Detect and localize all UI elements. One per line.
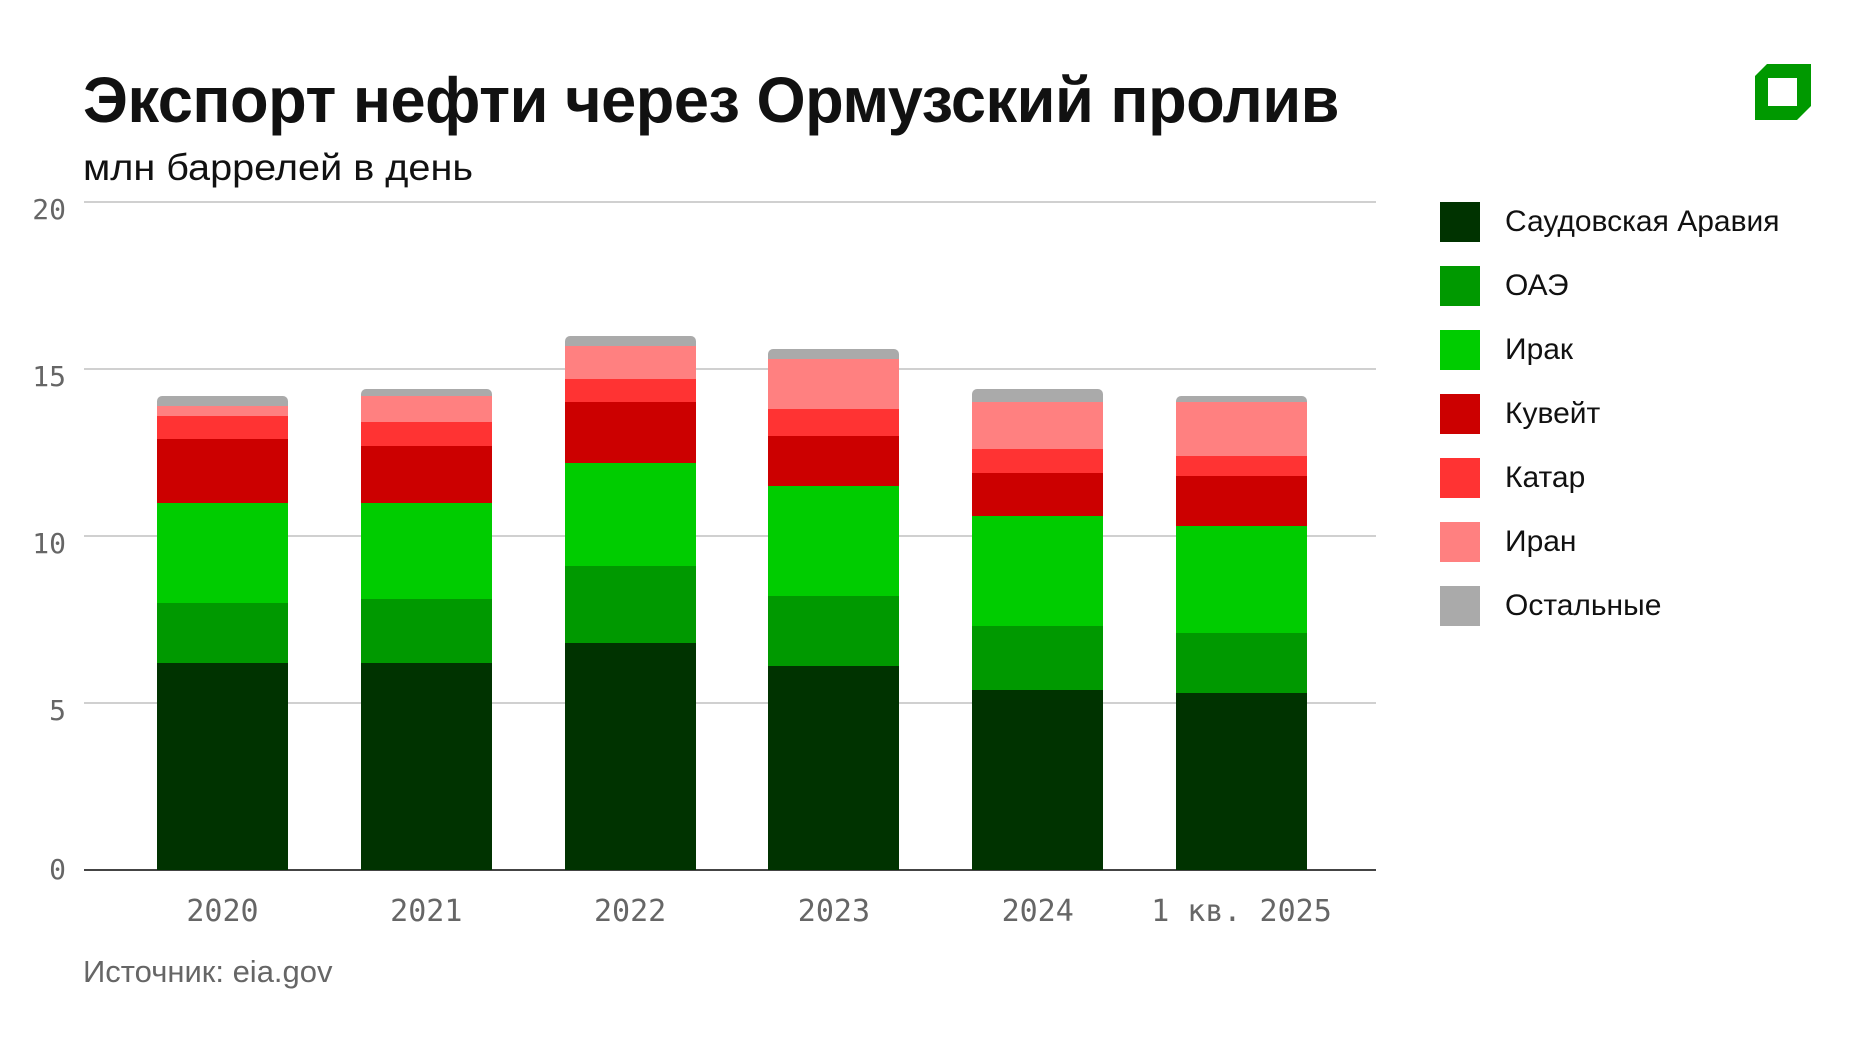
bar-segment[interactable] [157,662,288,870]
bar-segment[interactable] [564,335,696,346]
bar-segment[interactable] [1176,455,1307,476]
y-tick-label: 15 [32,360,66,393]
legend-label: Остальные [1505,589,1662,622]
legend-label: Саудовская Аравия [1505,205,1780,238]
bar-segment[interactable] [972,689,1104,870]
bar-segment[interactable] [1176,475,1307,526]
green-square-logo-icon [1755,64,1811,120]
bar-segment[interactable] [1176,395,1307,403]
x-tick-label: 2022 [593,894,667,929]
bar-segment[interactable] [564,462,696,567]
bar-segment[interactable] [360,389,492,396]
bar-segment[interactable] [360,422,492,446]
bar-segment[interactable] [1176,402,1307,456]
y-tick-label: 0 [49,853,66,886]
x-tick-label: 2024 [1001,894,1074,929]
bar-segment[interactable] [768,485,900,597]
bar-segment[interactable] [564,379,696,403]
bar-segment[interactable] [972,389,1104,403]
bar-segment[interactable] [157,502,288,603]
bar-segment[interactable] [360,662,492,870]
bar-segment[interactable] [1176,525,1307,633]
bar-segment[interactable] [360,395,492,423]
x-tick-label: 2021 [390,894,463,929]
bar-segment[interactable] [564,402,696,463]
bar-segment[interactable] [1176,632,1307,693]
logo-shape [1755,64,1811,120]
y-tick-label: 5 [49,694,66,727]
bar-segment[interactable] [768,596,900,667]
x-tick-label: 2020 [186,894,259,929]
gridline [84,702,1376,704]
bar-segment[interactable] [360,502,492,600]
legend-swatch [1440,330,1480,370]
bar-segment[interactable] [360,445,492,503]
bar-segment[interactable] [768,358,900,410]
bar-segment[interactable] [564,345,696,379]
bar-segment[interactable] [157,415,288,440]
x-tick-label: 2023 [797,894,871,929]
legend-swatch [1440,458,1480,498]
bar-segment[interactable] [972,449,1104,473]
chart-subtitle: млн баррелей в день [83,147,473,188]
bar-segment[interactable] [972,515,1104,627]
source-note: Источник: eia.gov [83,954,333,989]
legend-swatch [1440,586,1480,626]
legend-swatch [1440,266,1480,306]
gridline [84,535,1376,537]
bar-segment[interactable] [768,348,900,359]
y-tick-label: 20 [32,193,66,226]
legend-label: Кувейт [1505,397,1601,430]
bar-segment[interactable] [157,405,288,416]
x-tick-label: 1 кв. 2025 [1151,894,1332,929]
bar-segment[interactable] [768,409,900,436]
legend-swatch [1440,522,1480,562]
legend-label: Катар [1505,461,1586,494]
legend-swatch [1440,394,1480,434]
gridline [84,368,1376,370]
bar-segment[interactable] [564,642,696,870]
x-axis-line [84,869,1376,871]
y-tick-label: 10 [32,527,66,560]
bar-segment[interactable] [564,566,696,643]
bar-segment[interactable] [768,435,900,486]
bar-segment[interactable] [157,395,288,406]
bar-segment[interactable] [972,402,1104,450]
legend-label: Ирак [1505,333,1574,366]
bar-segment[interactable] [360,599,492,663]
legend-label: ОАЭ [1505,269,1569,302]
bar-segment[interactable] [157,439,288,503]
chart-title: Экспорт нефти через Ормузский пролив [83,64,1339,136]
bar-segment[interactable] [972,626,1104,690]
legend-swatch [1440,202,1480,242]
gridline [84,201,1376,203]
bar-segment[interactable] [157,602,288,663]
legend-label: Иран [1505,525,1577,558]
bar-segment[interactable] [768,666,900,870]
bar-segment[interactable] [972,472,1104,516]
bar-segment[interactable] [1176,692,1307,870]
